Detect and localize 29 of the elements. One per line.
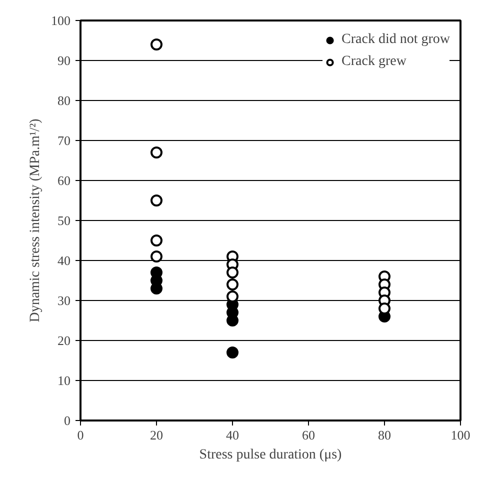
x-axis-title: Stress pulse duration (μs) (199, 448, 342, 462)
x-tick-label: 40 (226, 428, 239, 442)
y-tick-label: 0 (64, 413, 70, 428)
y-tick-label: 80 (58, 93, 70, 108)
legend-label: Crack grew (342, 54, 406, 70)
y-axis-title: Dynamic stress intensity (MPa.m¹/²) (28, 118, 43, 322)
legend-label: Crack did not grow (342, 32, 450, 48)
x-tick-label: 80 (378, 428, 391, 442)
point (150, 146, 162, 158)
x-tick-label: 60 (302, 428, 315, 442)
y-tick-label: 70 (58, 133, 70, 148)
point (150, 38, 162, 50)
point (226, 278, 238, 290)
y-tick-label: 40 (58, 253, 70, 268)
x-tick-label: 20 (150, 428, 163, 442)
y-tick-label: 10 (58, 373, 70, 388)
x-tick-label: 100 (450, 428, 470, 442)
y-tick-label: 100 (51, 13, 70, 28)
y-tick-label: 30 (58, 293, 70, 308)
y-tick-label: 90 (58, 53, 70, 68)
point (226, 346, 238, 358)
y-tick-label: 60 (58, 173, 70, 188)
y-tick-label: 20 (58, 333, 70, 348)
x-tick-label: 0 (77, 428, 84, 442)
point (150, 194, 162, 206)
point (226, 266, 238, 278)
point (150, 250, 162, 262)
y-tick-label: 50 (58, 213, 70, 228)
point (150, 234, 162, 246)
